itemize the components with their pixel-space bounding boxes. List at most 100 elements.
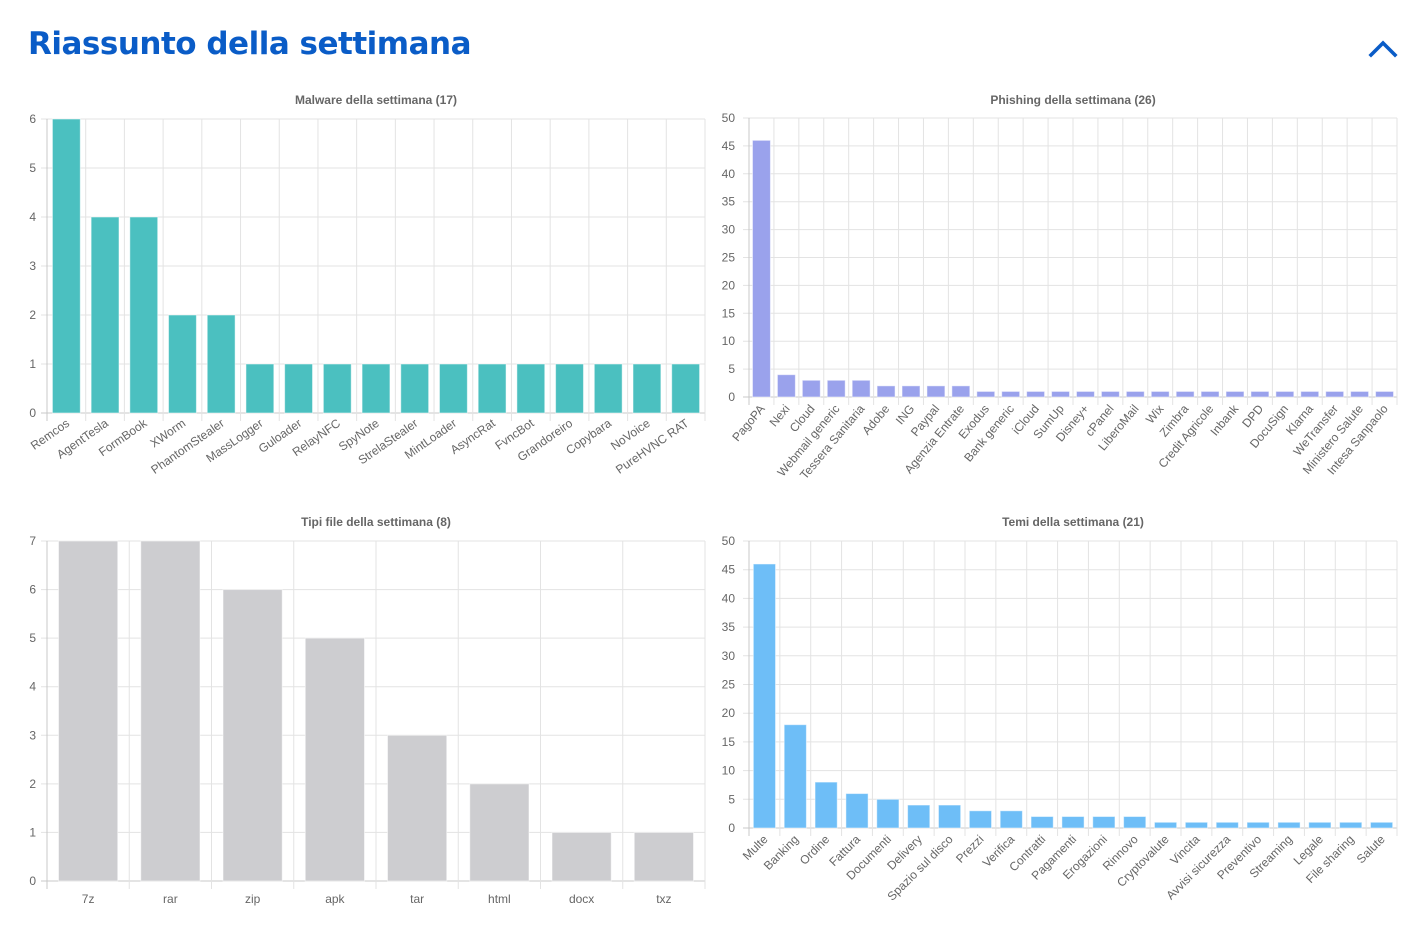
y-tick-label: 35 (722, 620, 736, 634)
bar-fvncbot[interactable]: FvncBot: 1 (516, 363, 546, 414)
y-tick-label: 15 (722, 735, 736, 749)
y-tick-label: 5 (29, 631, 36, 645)
y-tick-label: 6 (29, 583, 36, 597)
bar-paypal[interactable]: Paypal: 2 (926, 385, 946, 398)
bar-ministero-salute[interactable]: Ministero Salute: 1 (1350, 390, 1370, 398)
x-tick-label: PagoPA (729, 402, 767, 444)
bar-icloud[interactable]: iCloud: 1 (1026, 390, 1046, 398)
bar-dpd[interactable]: DPD: 1 (1250, 390, 1270, 398)
x-tick-label: tar (410, 892, 424, 906)
bar-cloud[interactable]: Cloud: 3 (801, 379, 821, 398)
y-tick-label: 20 (722, 278, 736, 292)
bar-klarna[interactable]: Klarna: 1 (1300, 390, 1320, 398)
bar-streaming[interactable]: Streaming: 1 (1277, 821, 1301, 829)
bar-agenttesla[interactable]: AgentTesla: 4 (90, 216, 120, 414)
x-tick-label: AsyncRat (448, 416, 499, 457)
bar-remcos[interactable]: Remcos: 6 (51, 118, 81, 414)
bar-banking[interactable]: Banking: 18 (783, 724, 807, 829)
bar-rar[interactable]: rar: 7 (140, 540, 201, 882)
bar-strelastealer[interactable]: StrelaStealer: 1 (400, 363, 430, 414)
bar-adobe[interactable]: Adobe: 2 (876, 385, 896, 398)
bar-formbook[interactable]: FormBook: 4 (129, 216, 159, 414)
bar-nexi[interactable]: Nexi: 4 (776, 374, 796, 398)
y-tick-label: 30 (722, 649, 736, 663)
bar-legale[interactable]: Legale: 1 (1308, 821, 1332, 829)
themes-chart: Temi della settimana (21) 0 5 10 15 20 25 30 35 4… (710, 510, 1423, 920)
bar-7z[interactable]: 7z: 7 (58, 540, 119, 882)
bar-html[interactable]: html: 2 (469, 783, 530, 882)
bar-grandoreiro[interactable]: Grandoreiro: 1 (555, 363, 584, 414)
bar-zimbra[interactable]: Zimbra: 1 (1175, 390, 1195, 398)
bar-pagopa[interactable]: PagoPA: 46 (751, 139, 771, 398)
bar-guloader[interactable]: Guloader: 1 (284, 363, 314, 414)
bar-zip[interactable]: zip: 6 (222, 589, 283, 882)
x-tick-label: apk (325, 892, 345, 906)
bar-vincita[interactable]: Vincita: 1 (1184, 821, 1209, 829)
page-title: Riassunto della settimana (28, 26, 472, 62)
bar-file-sharing[interactable]: File sharing: 1 (1339, 821, 1363, 829)
y-tick-label: 45 (722, 563, 736, 577)
y-tick-label: 5 (728, 362, 735, 376)
bar-preventivo[interactable]: Preventivo: 1 (1246, 821, 1270, 829)
bar-documenti[interactable]: Documenti: 5 (876, 798, 900, 829)
collapse-button[interactable] (1366, 34, 1400, 64)
chart-title: Tipi file della settimana (8) (301, 515, 451, 529)
bar-novoice[interactable]: NoVoice: 1 (632, 363, 662, 414)
bar-phantomstealer[interactable]: PhantomStealer: 2 (206, 314, 236, 414)
bar-cpanel[interactable]: cPanel: 1 (1100, 390, 1120, 398)
bar-disney-[interactable]: Disney+: 1 (1075, 390, 1095, 398)
bar-spazio-sul-disco[interactable]: Spazio sul disco: 4 (937, 804, 962, 829)
bar-docx[interactable]: docx: 1 (551, 831, 612, 882)
bar-purehvnc-rat[interactable]: PureHVNC RAT: 1 (671, 363, 701, 414)
bar-relaynfc[interactable]: RelayNFC: 1 (322, 363, 352, 414)
bar-tessera-sanitaria[interactable]: Tessera Sanitaria: 3 (851, 379, 871, 398)
bar-pagamenti[interactable]: Pagamenti: 2 (1061, 816, 1085, 829)
y-tick-label: 25 (722, 251, 736, 265)
y-tick-label: 0 (29, 874, 36, 888)
y-tick-label: 3 (29, 259, 36, 273)
bar-asyncrat[interactable]: AsyncRat: 1 (477, 363, 507, 414)
bar-masslogger[interactable]: MassLogger: 1 (245, 363, 275, 414)
bar-apk[interactable]: apk: 5 (304, 637, 365, 882)
bar-mintloader[interactable]: MintLoader: 1 (438, 363, 468, 414)
bar-intesa-sanpaolo[interactable]: Intesa Sanpaolo: 1 (1375, 390, 1395, 398)
chart-title: Phishing della settimana (26) (990, 93, 1155, 107)
bar-bank-generic[interactable]: Bank generic: 1 (1001, 390, 1021, 398)
phishing-chart-svg: Phishing della settimana (26) 0 5 10 15 20 25 3… (722, 93, 1398, 482)
bar-exodus[interactable]: Exodus: 1 (976, 390, 996, 398)
bar-tar[interactable]: tar: 3 (387, 734, 448, 882)
bar-wix[interactable]: Wix: 1 (1150, 390, 1170, 398)
bar-spynote[interactable]: SpyNote: 1 (361, 363, 391, 414)
y-tick-label: 45 (722, 139, 736, 153)
bar-avvisi-sicurezza[interactable]: Avvisi sicurezza: 1 (1215, 821, 1239, 829)
bar-rinnovo[interactable]: Rinnovo: 2 (1123, 816, 1147, 829)
bar-liberomail[interactable]: LiberoMail: 1 (1125, 390, 1145, 398)
x-tick-label: 7z (82, 892, 95, 906)
bar-contratti[interactable]: Contratti: 2 (1030, 816, 1054, 829)
bar-txz[interactable]: txz: 1 (633, 831, 694, 882)
bar-cryptovalute[interactable]: Cryptovalute: 1 (1153, 821, 1178, 829)
bar-prezzi[interactable]: Prezzi: 3 (968, 810, 993, 829)
bar-ordine[interactable]: Ordine: 8 (814, 781, 838, 829)
bar-inbank[interactable]: Inbank: 1 (1225, 390, 1245, 398)
bar-delivery[interactable]: Delivery: 4 (907, 804, 931, 829)
filetypes-chart: Tipi file della settimana (8) 0 1 2 3 4 5 6 7 7z:… (0, 510, 710, 920)
bar-xworm[interactable]: XWorm: 2 (168, 314, 197, 414)
bar-ing[interactable]: ING: 2 (901, 385, 921, 398)
chart-title: Temi della settimana (21) (1002, 515, 1144, 529)
chart-title: Malware della settimana (17) (295, 93, 457, 107)
bar-erogazioni[interactable]: Erogazioni: 2 (1092, 816, 1116, 829)
y-tick-label: 40 (722, 591, 736, 605)
bar-salute[interactable]: Salute: 1 (1369, 821, 1394, 829)
y-tick-label: 0 (728, 821, 735, 835)
bar-multe[interactable]: Multe: 46 (752, 563, 777, 829)
bar-agenzia-entrate[interactable]: Agenzia Entrate: 2 (951, 385, 971, 398)
bar-docusign[interactable]: DocuSign: 1 (1275, 390, 1295, 398)
bar-sumup[interactable]: SumUp: 1 (1051, 390, 1071, 398)
bar-wetransfer[interactable]: WeTransfer: 1 (1325, 390, 1345, 398)
bar-verifica[interactable]: Verifica: 3 (999, 810, 1023, 829)
bar-fattura[interactable]: Fattura: 6 (845, 793, 869, 829)
bar-webmail-generic[interactable]: Webmail generic: 3 (826, 379, 846, 398)
bar-copybara[interactable]: Copybara: 1 (593, 363, 623, 414)
bar-credit-agricole[interactable]: Credit Agricole: 1 (1200, 390, 1220, 398)
